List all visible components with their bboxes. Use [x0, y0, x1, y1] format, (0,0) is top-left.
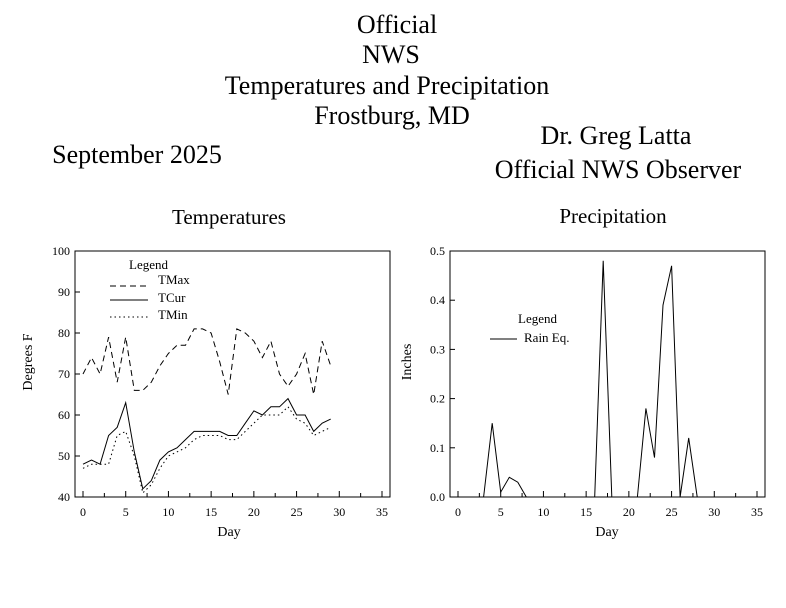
temp-series-tmax [82, 328, 332, 395]
observer-title: Official NWS Observer [494, 155, 742, 184]
precip-series-group [458, 260, 706, 498]
precip-x-tick-label: 25 [666, 505, 678, 519]
temp-y-tick-label: 90 [58, 285, 70, 299]
precip-x-axis-label: Day [595, 525, 618, 540]
legend-tmin-label: TMin [158, 307, 188, 322]
temp-x-tick-label: 0 [80, 505, 86, 519]
precip-y-axis-label: Inches [400, 344, 415, 381]
temp-series-tcur [82, 397, 331, 490]
temp-x-tick-label: 25 [291, 505, 303, 519]
title-temperatures-precipitation: Temperatures and Precipitation [224, 71, 550, 100]
precip-legend-title: Legend [518, 311, 557, 326]
title-nws: NWS [362, 40, 420, 69]
precip-y-tick-label: 0.4 [430, 293, 445, 307]
temp-x-axis-label: Day [217, 525, 240, 540]
precip-x-tick-label: 15 [580, 505, 592, 519]
month-label: September 2025 [52, 140, 222, 169]
precip-y-tick-label: 0.3 [430, 342, 445, 356]
temp-x-tick-label: 10 [162, 505, 174, 519]
temp-x-tick-label: 20 [248, 505, 260, 519]
legend-rain-label: Rain Eq. [524, 330, 570, 345]
temp-y-tick-label: 80 [58, 326, 70, 340]
temp-x-tick-label: 15 [205, 505, 217, 519]
precip-series-rain-eq [458, 260, 706, 498]
temp-x-tick-label: 35 [376, 505, 388, 519]
title-location: Frostburg, MD [314, 101, 470, 130]
precip-y-tick-label: 0.2 [430, 392, 445, 406]
temp-y-axis-label: Degrees F [21, 333, 36, 390]
precip-x-tick-label: 30 [708, 505, 720, 519]
precip-x-tick-label: 10 [537, 505, 549, 519]
precip-axes: 0 5 10 15 20 25 30 35 0.0 0.1 0.2 0.3 0.4 0.5 [430, 244, 763, 519]
temp-legend-title: Legend [129, 257, 168, 272]
title-official: Official [356, 10, 438, 39]
temp-y-tick-label: 100 [52, 244, 70, 258]
temp-axes: 0 5 10 15 20 25 30 35 40 50 60 70 80 90 100 [52, 244, 388, 519]
temp-y-tick-label: 40 [58, 490, 70, 504]
legend-tmax-label: TMax [158, 272, 190, 287]
temp-y-tick-label: 60 [58, 408, 70, 422]
precip-y-tick-label: 0.0 [430, 490, 445, 504]
precip-y-tick-label: 0.1 [430, 441, 445, 455]
precip-y-tick-label: 0.5 [430, 244, 445, 258]
temp-series-group [82, 328, 332, 494]
temp-x-tick-label: 5 [123, 505, 129, 519]
temp-y-tick-label: 70 [58, 367, 70, 381]
precip-chart-title: Precipitation [559, 204, 667, 228]
temp-x-tick-label: 30 [333, 505, 345, 519]
precip-x-tick-label: 0 [455, 505, 461, 519]
temp-chart-title: Temperatures [172, 205, 286, 229]
temp-series-tmin [82, 406, 331, 494]
precip-x-tick-label: 5 [498, 505, 504, 519]
legend-tcur-label: TCur [158, 290, 186, 305]
temp-plot-frame [74, 250, 391, 498]
precip-x-tick-label: 35 [751, 505, 763, 519]
temp-y-tick-label: 50 [58, 449, 70, 463]
observer-name: Dr. Greg Latta [540, 121, 692, 150]
precip-x-tick-label: 20 [623, 505, 635, 519]
